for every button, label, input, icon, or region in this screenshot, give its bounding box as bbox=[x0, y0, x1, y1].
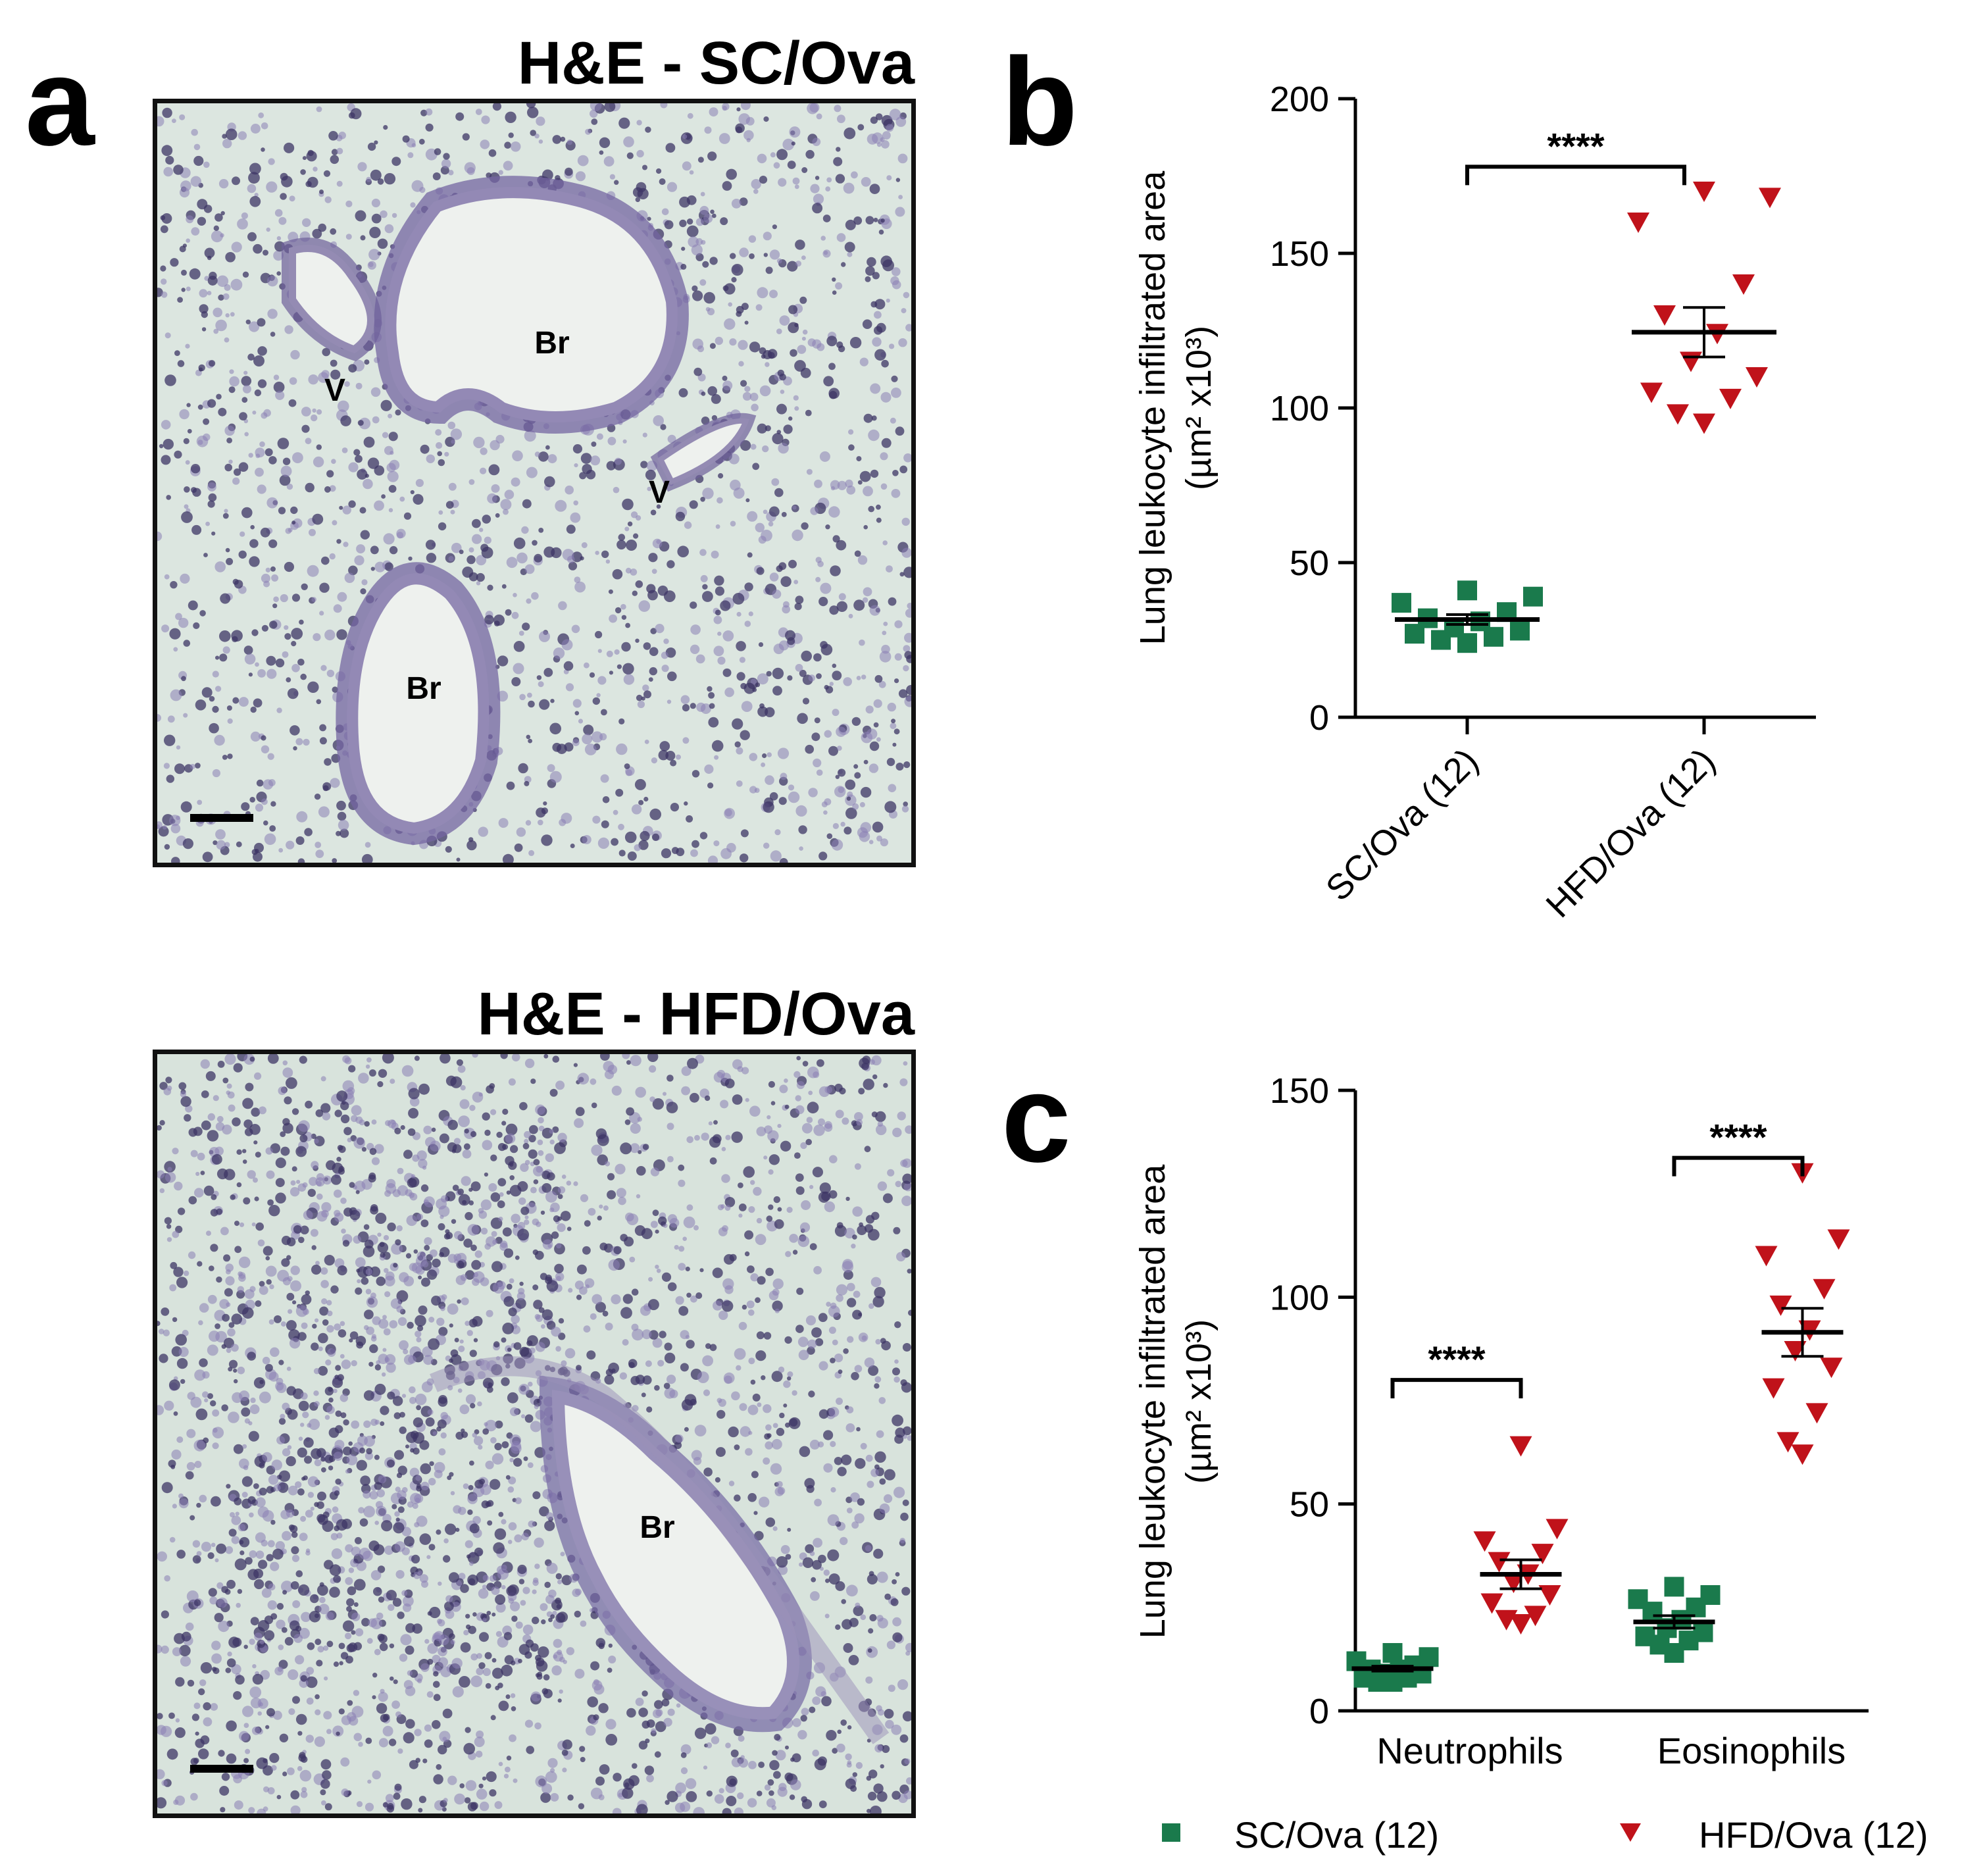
panel-b-letter: b bbox=[1001, 32, 1078, 172]
y-axis-title: Lung leukocyte infiltrated area bbox=[1133, 1164, 1172, 1638]
data-point bbox=[1523, 586, 1543, 607]
chart-b: 0 50 100 150 200 Lung leukocyte infiltrated a… bbox=[1086, 53, 1875, 990]
y-tick-label: 150 bbox=[1270, 234, 1329, 274]
label-br-2: Br bbox=[406, 671, 441, 706]
data-point bbox=[1509, 1436, 1532, 1457]
label-v-1: V bbox=[324, 373, 345, 408]
data-point bbox=[1495, 1610, 1518, 1631]
data-point bbox=[1392, 593, 1411, 613]
micrograph-hfd-ova: Br bbox=[153, 1050, 916, 1818]
data-point bbox=[1635, 1626, 1655, 1646]
data-point bbox=[1510, 621, 1530, 641]
data-point bbox=[1762, 1378, 1785, 1399]
significance-label: **** bbox=[1428, 1338, 1485, 1380]
x-tick-label: HFD/Ova (12) bbox=[1538, 741, 1723, 925]
data-point bbox=[1805, 1403, 1828, 1424]
data-point bbox=[1813, 1279, 1836, 1300]
data-point bbox=[1693, 413, 1715, 434]
data-point bbox=[1693, 1622, 1713, 1642]
x-tick-label: SC/Ova (12) bbox=[1319, 741, 1486, 909]
data-point bbox=[1784, 1341, 1807, 1362]
data-point bbox=[1664, 1577, 1684, 1597]
data-point bbox=[1628, 1589, 1648, 1610]
y-axis-title: Lung leukocyte infiltrated area bbox=[1133, 170, 1172, 645]
micrograph-sc-ova: Br Br V V bbox=[153, 99, 916, 867]
series-sc-eosinophils bbox=[1628, 1577, 1721, 1663]
y-axis-unit: (µm² x10³) bbox=[1179, 326, 1219, 490]
x-category-label: Neutrophils bbox=[1376, 1730, 1563, 1771]
data-point bbox=[1755, 1246, 1778, 1267]
legend-label-hfd: HFD/Ova (12) bbox=[1699, 1814, 1928, 1856]
legend: SC/Ova (12) HFD/Ova (12) bbox=[1145, 1803, 1974, 1869]
y-tick-label: 0 bbox=[1309, 698, 1329, 738]
y-tick-label: 0 bbox=[1309, 1692, 1329, 1731]
micrograph-sc-title: H&E - SC/Ova bbox=[517, 30, 915, 97]
data-point bbox=[1776, 1432, 1799, 1453]
data-point bbox=[1746, 367, 1768, 388]
x-category-label: Eosinophils bbox=[1657, 1730, 1846, 1771]
data-point bbox=[1509, 1613, 1532, 1635]
series-sc bbox=[1392, 580, 1543, 653]
data-point bbox=[1531, 1544, 1554, 1565]
y-tick-label: 50 bbox=[1290, 544, 1329, 583]
data-point bbox=[1700, 1584, 1721, 1605]
data-point bbox=[1680, 351, 1702, 372]
data-point bbox=[1653, 305, 1676, 326]
data-point bbox=[1667, 404, 1689, 425]
y-tick-label: 100 bbox=[1270, 389, 1329, 428]
data-point bbox=[1419, 1647, 1439, 1667]
data-point bbox=[1759, 188, 1781, 209]
data-point bbox=[1719, 388, 1742, 409]
legend-label-sc: SC/Ova (12) bbox=[1234, 1814, 1440, 1856]
data-point bbox=[1538, 1584, 1561, 1606]
data-point bbox=[1627, 213, 1649, 233]
data-point bbox=[1524, 1606, 1547, 1627]
significance-bracket bbox=[1672, 1155, 1805, 1177]
series-sc-neutrophils bbox=[1346, 1642, 1439, 1692]
y-tick-label: 200 bbox=[1270, 80, 1329, 119]
data-point bbox=[1732, 274, 1755, 295]
label-br-1: Br bbox=[534, 326, 569, 361]
series-hfd-neutrophils bbox=[1473, 1436, 1569, 1635]
data-point bbox=[1791, 1444, 1814, 1465]
data-point bbox=[1769, 1295, 1792, 1316]
data-point bbox=[1502, 1573, 1525, 1594]
data-point bbox=[1546, 1519, 1569, 1540]
panel-c-letter: c bbox=[1001, 1049, 1071, 1188]
data-point bbox=[1473, 1531, 1496, 1552]
significance-label: **** bbox=[1547, 125, 1604, 166]
series-hfd-eosinophils bbox=[1755, 1163, 1850, 1465]
chart-c: 0 50 100 150 Lung leukocyte infiltrated area… bbox=[1086, 1059, 1915, 1800]
significance-bracket bbox=[1390, 1378, 1523, 1399]
data-point bbox=[1693, 182, 1715, 202]
y-tick-label: 50 bbox=[1290, 1485, 1329, 1525]
label-br-3: Br bbox=[640, 1510, 674, 1545]
scale-bar bbox=[190, 1765, 253, 1773]
legend-marker-sc bbox=[1162, 1823, 1180, 1842]
label-v-2: V bbox=[649, 475, 670, 510]
data-point bbox=[1827, 1229, 1850, 1250]
scale-bar bbox=[190, 814, 253, 822]
data-point bbox=[1820, 1357, 1843, 1379]
legend-marker-hfd bbox=[1620, 1823, 1641, 1842]
data-point bbox=[1382, 1642, 1403, 1663]
data-point bbox=[1640, 382, 1663, 403]
data-point bbox=[1480, 1593, 1503, 1614]
data-point bbox=[1457, 580, 1477, 601]
micrograph-hfd-title: H&E - HFD/Ova bbox=[477, 980, 915, 1048]
significance-bracket bbox=[1465, 165, 1686, 186]
y-tick-label: 150 bbox=[1270, 1071, 1329, 1111]
data-point bbox=[1488, 1552, 1511, 1573]
significance-label: **** bbox=[1709, 1117, 1767, 1158]
series-hfd bbox=[1627, 182, 1781, 434]
y-axis-unit: (µm² x10³) bbox=[1179, 1319, 1219, 1484]
y-tick-label: 100 bbox=[1270, 1278, 1329, 1317]
panel-a-letter: a bbox=[25, 32, 95, 172]
